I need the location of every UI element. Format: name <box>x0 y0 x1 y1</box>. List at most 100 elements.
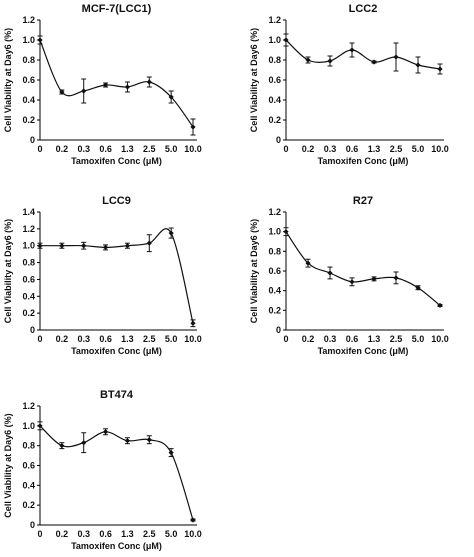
chart-panel-3: LCC9 0 0.2 0.4 0.6 0.8 1.0 1.2 1.4 0 0.2 0.3 0.6 1.3 2… <box>3 195 202 356</box>
y-tick-label: 0.6 <box>268 75 281 85</box>
x-tick-label: 0.2 <box>302 144 315 154</box>
chart-title: BT474 <box>100 389 134 401</box>
y-tick-label: 1.0 <box>22 35 35 45</box>
data-point <box>437 66 443 72</box>
y-tick-label: 0.6 <box>268 266 281 276</box>
data-point <box>59 243 65 249</box>
data-point <box>37 243 43 249</box>
data-point <box>146 240 152 246</box>
y-tick-label: 0.2 <box>268 115 281 125</box>
y-tick-label: 0.4 <box>22 480 35 490</box>
x-axis-label: Tamoxifen Conc (μM) <box>71 541 162 551</box>
y-tick-label: 0.4 <box>268 95 281 105</box>
data-point <box>59 89 65 95</box>
x-axis-label: Tamoxifen Conc (μM) <box>318 346 409 356</box>
y-tick-label: 1.2 <box>268 207 281 217</box>
x-tick-label: 0 <box>283 334 288 344</box>
chart-panel-2: LCC2 0 0.2 0.4 0.6 0.8 1.0 1.2 0 0.2 0.3 0.6 1.3 2.5 5… <box>249 3 449 166</box>
y-axis-label: Cell Viability at Day6 (%) <box>3 219 13 323</box>
chart-panel-5: BT474 0 0.2 0.4 0.6 0.8 1.0 1.2 0 0.2 0.3 0.6 1.3 2.5… <box>3 389 202 551</box>
y-tick-label: 0.2 <box>22 115 35 125</box>
x-tick-label: 1.3 <box>368 144 381 154</box>
x-tick-label: 5.0 <box>165 334 178 344</box>
x-tick-label: 0.2 <box>56 144 69 154</box>
y-tick-label: 0.6 <box>22 274 35 284</box>
x-axis-label: Tamoxifen Conc (μM) <box>71 346 162 356</box>
y-axis-label: Cell Viability at Day6 (%) <box>249 219 259 323</box>
y-tick-label: 0.4 <box>268 286 281 296</box>
y-tick-label: 1.4 <box>22 207 35 217</box>
data-point <box>102 244 109 250</box>
x-tick-label: 2.5 <box>143 529 156 539</box>
chart-title: LCC9 <box>102 195 131 207</box>
x-tick-label: 1.3 <box>121 144 134 154</box>
x-tick-label: 10.0 <box>431 144 449 154</box>
data-point <box>168 230 174 236</box>
x-tick-label: 1.3 <box>121 334 134 344</box>
x-tick-label: 1.3 <box>368 334 381 344</box>
data-point <box>102 82 109 88</box>
x-tick-label: 0.6 <box>99 334 112 344</box>
y-tick-label: 0.8 <box>22 258 35 268</box>
data-point <box>37 423 43 429</box>
y-tick-label: 1.0 <box>22 241 35 251</box>
y-tick-label: 0 <box>30 520 35 530</box>
x-tick-label: 5.0 <box>165 529 178 539</box>
x-tick-label: 0.2 <box>302 334 315 344</box>
data-point <box>168 450 174 456</box>
y-tick-label: 1.2 <box>22 15 35 25</box>
data-point <box>81 243 87 249</box>
data-point <box>190 124 196 130</box>
x-tick-label: 0.6 <box>99 144 112 154</box>
x-tick-label: 5.0 <box>412 334 425 344</box>
x-tick-label: 0 <box>37 144 42 154</box>
chart-title: LCC2 <box>349 3 378 15</box>
data-point <box>124 84 131 90</box>
x-tick-label: 0.3 <box>77 334 90 344</box>
x-tick-label: 0 <box>37 529 42 539</box>
data-point <box>124 438 131 444</box>
data-point <box>415 62 421 68</box>
y-tick-label: 0.4 <box>22 291 35 301</box>
series-line <box>285 231 441 306</box>
x-tick-label: 10.0 <box>184 334 202 344</box>
x-tick-label: 0 <box>283 144 288 154</box>
x-tick-label: 0.6 <box>346 334 359 344</box>
y-tick-label: 0.8 <box>268 246 281 256</box>
x-axis-label: Tamoxifen Conc (μM) <box>318 156 409 166</box>
data-point <box>437 302 443 309</box>
x-tick-label: 0 <box>37 334 42 344</box>
data-point <box>190 320 196 326</box>
x-tick-label: 0.3 <box>77 144 90 154</box>
series-line <box>39 425 194 521</box>
data-point <box>371 276 377 282</box>
data-point <box>349 279 355 285</box>
y-tick-label: 1.0 <box>268 35 281 45</box>
x-tick-label: 2.5 <box>143 334 156 344</box>
x-tick-label: 5.0 <box>412 144 425 154</box>
x-tick-label: 2.5 <box>390 144 403 154</box>
x-tick-label: 10.0 <box>431 334 449 344</box>
x-tick-label: 2.5 <box>390 334 403 344</box>
data-point <box>102 429 109 435</box>
data-point <box>305 260 311 266</box>
y-tick-label: 0.8 <box>22 55 35 65</box>
data-point <box>283 37 289 43</box>
y-tick-label: 1.2 <box>268 15 281 25</box>
y-tick-label: 0 <box>30 325 35 335</box>
x-tick-label: 10.0 <box>184 144 202 154</box>
y-tick-label: 1.0 <box>22 421 35 431</box>
data-point <box>371 59 377 65</box>
y-axis-label: Cell Viability at Day6 (%) <box>3 28 13 132</box>
series-line <box>39 39 194 128</box>
x-tick-label: 0.6 <box>99 529 112 539</box>
x-tick-label: 0.6 <box>346 144 359 154</box>
x-axis-label: Tamoxifen Conc (μM) <box>71 156 162 166</box>
x-tick-label: 0.2 <box>56 529 69 539</box>
y-tick-label: 0.4 <box>22 95 35 105</box>
data-point <box>327 58 333 64</box>
x-tick-label: 0.3 <box>324 144 337 154</box>
data-point <box>124 243 131 249</box>
y-axis-label: Cell Viability at Day6 (%) <box>249 28 259 132</box>
